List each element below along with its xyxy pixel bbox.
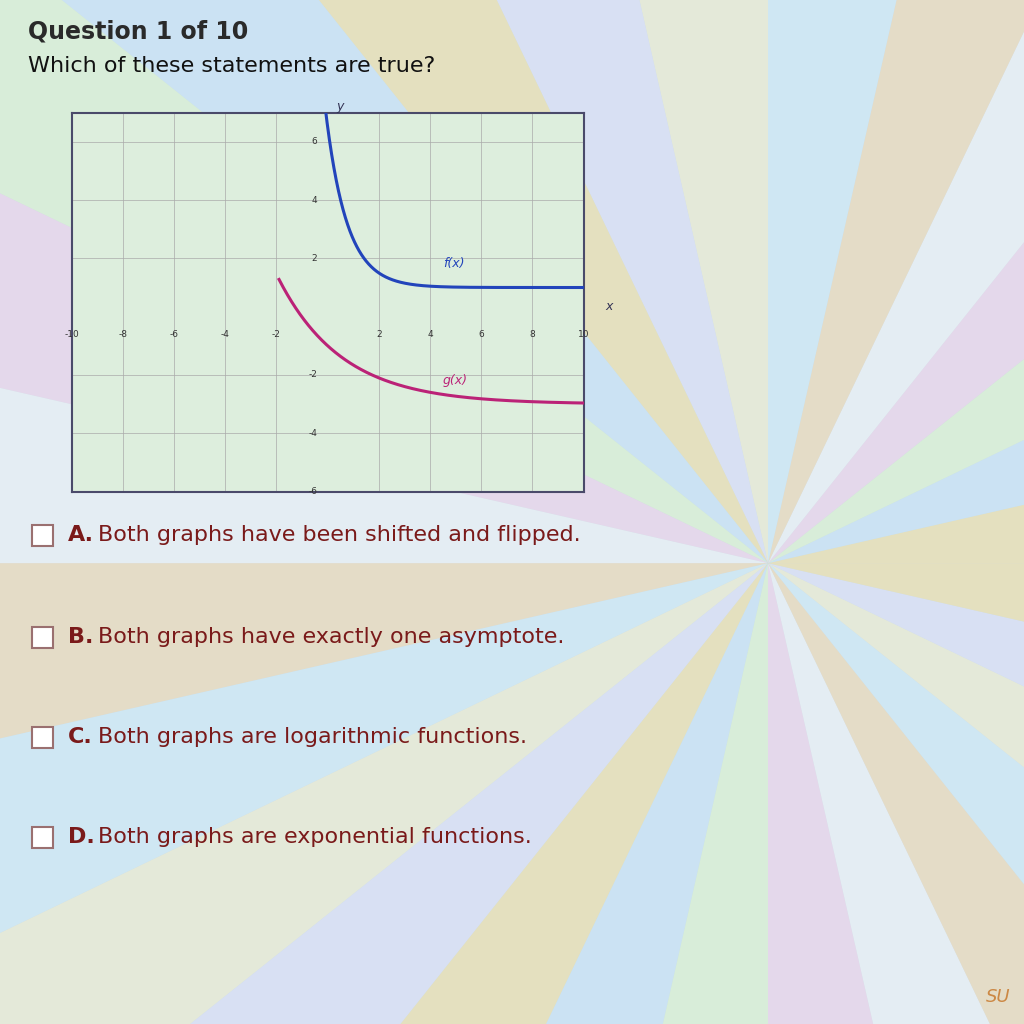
Text: C.: C. (68, 727, 93, 746)
Text: Question 1 of 10: Question 1 of 10 (28, 19, 248, 43)
Wedge shape (768, 0, 1024, 563)
Text: -10: -10 (65, 330, 79, 339)
Text: 6: 6 (478, 330, 484, 339)
Text: SU: SU (985, 988, 1010, 1006)
Wedge shape (0, 563, 768, 1024)
Text: A.: A. (68, 525, 94, 545)
Wedge shape (768, 0, 1024, 563)
Wedge shape (199, 563, 768, 1024)
Wedge shape (0, 0, 768, 563)
Text: -8: -8 (119, 330, 127, 339)
Wedge shape (0, 0, 768, 563)
Text: 4: 4 (427, 330, 433, 339)
Bar (32, 827, 53, 848)
Wedge shape (0, 563, 768, 1024)
Bar (32, 525, 53, 546)
Wedge shape (0, 0, 768, 563)
Text: g(x): g(x) (442, 374, 468, 387)
Wedge shape (0, 563, 768, 1024)
Wedge shape (768, 563, 1024, 1024)
Text: -4: -4 (221, 330, 229, 339)
Wedge shape (768, 563, 1024, 1024)
Wedge shape (0, 0, 768, 563)
Wedge shape (768, 563, 1024, 1024)
Text: B.: B. (68, 627, 93, 647)
Wedge shape (768, 563, 1024, 1024)
Text: -2: -2 (308, 371, 317, 380)
Wedge shape (768, 0, 1024, 563)
Wedge shape (199, 0, 768, 563)
Text: 10: 10 (578, 330, 590, 339)
Wedge shape (0, 0, 768, 563)
Text: -4: -4 (308, 429, 317, 437)
Wedge shape (0, 563, 768, 1024)
Text: 2: 2 (312, 254, 317, 263)
Text: -2: -2 (272, 330, 281, 339)
Wedge shape (0, 563, 768, 1024)
Text: x: x (605, 300, 613, 313)
Wedge shape (0, 563, 768, 1024)
Text: Both graphs are exponential functions.: Both graphs are exponential functions. (98, 827, 531, 847)
Wedge shape (768, 563, 1024, 1024)
Text: 6: 6 (311, 137, 317, 146)
Text: f(x): f(x) (442, 257, 464, 270)
Text: -6: -6 (308, 487, 317, 496)
Text: -6: -6 (170, 330, 178, 339)
Wedge shape (768, 0, 1024, 563)
Bar (32, 627, 53, 648)
Wedge shape (768, 0, 1024, 563)
Text: Both graphs are logarithmic functions.: Both graphs are logarithmic functions. (98, 727, 527, 746)
Wedge shape (768, 563, 1024, 1024)
Wedge shape (768, 0, 1024, 563)
Text: y: y (337, 100, 344, 114)
Text: 2: 2 (376, 330, 382, 339)
Text: 4: 4 (312, 196, 317, 205)
Text: Which of these statements are true?: Which of these statements are true? (28, 56, 435, 76)
Text: D.: D. (68, 827, 95, 847)
Wedge shape (768, 563, 1024, 1024)
Bar (32, 727, 53, 748)
Text: Both graphs have been shifted and flipped.: Both graphs have been shifted and flippe… (98, 525, 581, 545)
Text: 8: 8 (529, 330, 536, 339)
Wedge shape (768, 0, 1024, 563)
Wedge shape (0, 0, 768, 563)
Text: Both graphs have exactly one asymptote.: Both graphs have exactly one asymptote. (98, 627, 564, 647)
